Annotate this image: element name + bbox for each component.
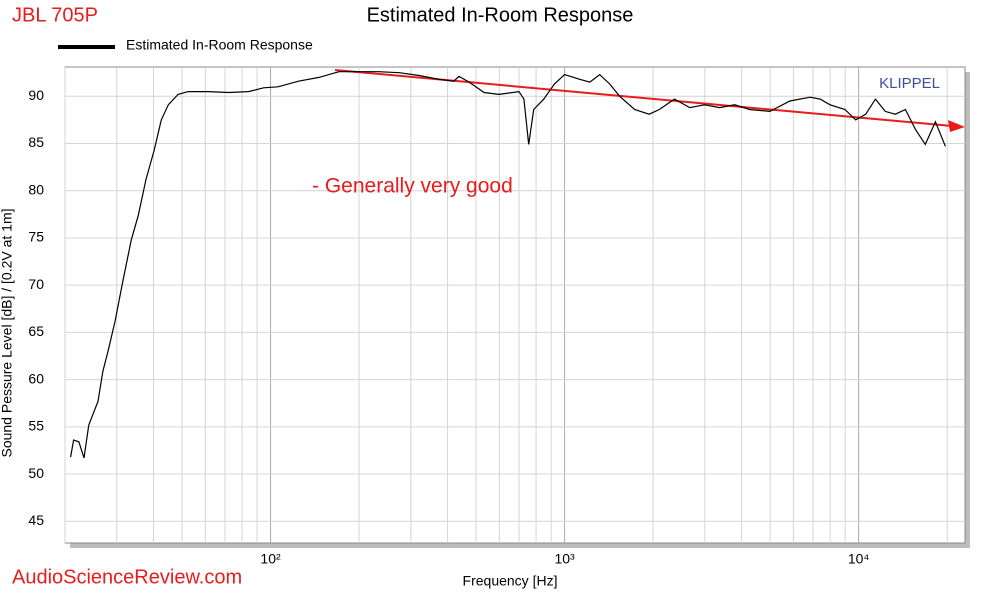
- x-axis-label: Frequency [Hz]: [463, 573, 558, 589]
- y-tick-label: 50: [28, 465, 44, 481]
- arrow-head: [948, 120, 965, 132]
- chart-title: Estimated In-Room Response: [367, 4, 634, 26]
- y-tick-label: 70: [28, 276, 44, 292]
- footer: AudioScienceReview.com: [12, 566, 242, 588]
- y-tick-label: 75: [28, 229, 44, 245]
- y-tick-label: 65: [28, 323, 44, 339]
- annotation: - Generally very good: [312, 175, 513, 198]
- legend-label: Estimated In-Room Response: [126, 37, 313, 53]
- y-tick-label: 90: [28, 87, 44, 103]
- y-tick-label: 80: [28, 181, 44, 197]
- y-tick-label: 55: [28, 418, 44, 434]
- x-tick-label: 10²: [260, 551, 281, 567]
- y-axis-label: Sound Pessure Level [dB] / [0.2V at 1m]: [0, 208, 15, 457]
- plot-area: [64, 66, 966, 544]
- header-label: JBL 705P: [12, 4, 98, 26]
- y-tick-label: 60: [28, 370, 44, 386]
- watermark: KLIPPEL: [879, 75, 940, 92]
- x-tick-label: 10⁴: [848, 551, 870, 567]
- y-tick-label: 85: [28, 134, 44, 150]
- x-tick-label: 10³: [554, 551, 575, 567]
- y-tick-label: 45: [28, 512, 44, 528]
- data-line: [70, 71, 946, 459]
